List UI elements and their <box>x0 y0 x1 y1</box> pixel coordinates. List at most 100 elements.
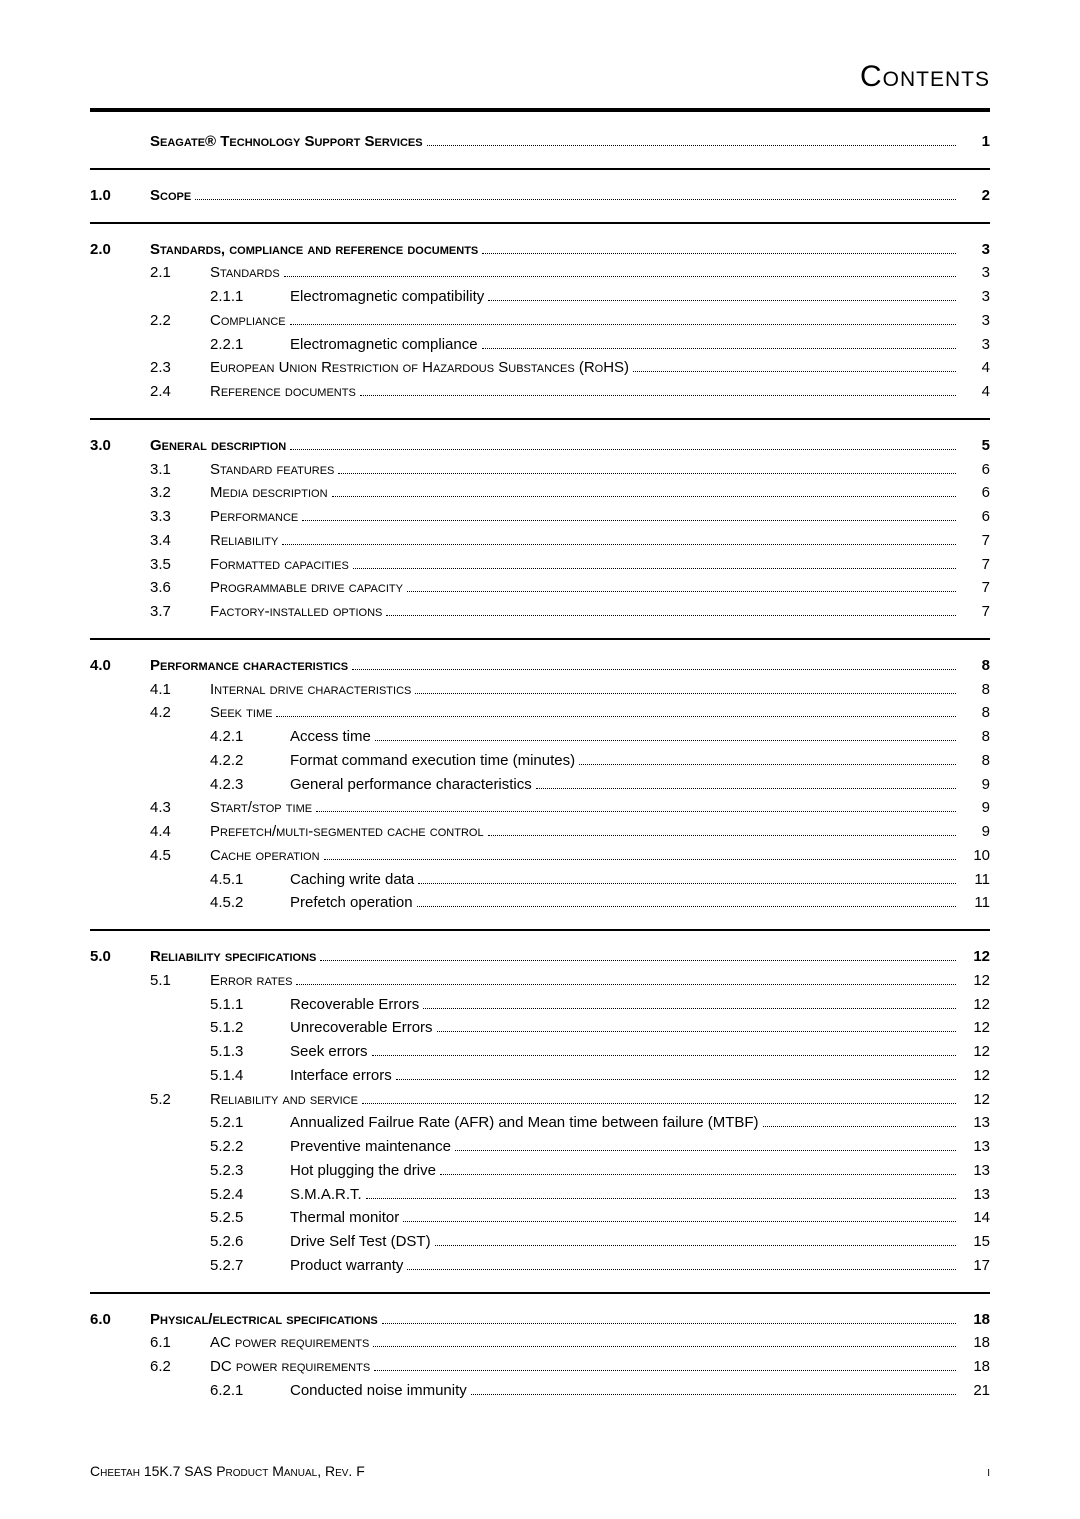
toc-label-wrap: Recoverable Errors <box>290 994 960 1016</box>
toc-row: 1.0Scope2 <box>90 184 990 208</box>
toc-page: 17 <box>960 1255 990 1277</box>
toc-row: 5.2.1Annualized Failrue Rate (AFR) and M… <box>90 1111 990 1135</box>
toc-row: 3.5Formatted capacities7 <box>90 553 990 577</box>
toc-row: 5.1.3Seek errors12 <box>90 1040 990 1064</box>
toc-page: 8 <box>960 750 990 772</box>
toc-number: 5.1 <box>150 970 210 992</box>
page-footer: Cheetah 15K.7 SAS Product Manual, Rev. F… <box>90 1463 990 1479</box>
toc-row: 5.1.2Unrecoverable Errors12 <box>90 1016 990 1040</box>
toc-label-wrap: Access time <box>290 726 960 748</box>
toc-leader <box>282 544 956 545</box>
toc-row: 2.4Reference documents4 <box>90 380 990 404</box>
toc-label-wrap: Format command execution time (minutes) <box>290 750 960 772</box>
toc-number: 4.5.1 <box>210 869 290 891</box>
toc-label: S.M.A.R.T. <box>290 1184 362 1206</box>
toc-label-wrap: Performance <box>210 506 960 528</box>
toc-page: 7 <box>960 530 990 552</box>
toc-row: 6.2.1Conducted noise immunity 21 <box>90 1379 990 1403</box>
toc-row: 3.7Factory-installed options7 <box>90 600 990 624</box>
toc-row: 4.2Seek time8 <box>90 701 990 725</box>
toc-label-wrap: S.M.A.R.T. <box>290 1184 960 1206</box>
toc-label: Factory-installed options <box>210 601 382 623</box>
toc-number: 5.2.6 <box>210 1231 290 1253</box>
toc-number: 2.1 <box>150 262 210 284</box>
toc-label: Standard features <box>210 459 334 481</box>
toc-number: 6.2.1 <box>210 1380 290 1402</box>
toc-row: 3.6Programmable drive capacity 7 <box>90 576 990 600</box>
toc-row: 6.1AC power requirements18 <box>90 1331 990 1355</box>
toc-label: Hot plugging the drive <box>290 1160 436 1182</box>
toc-page: 7 <box>960 577 990 599</box>
toc-leader <box>427 145 956 146</box>
toc-row: 5.1Error rates12 <box>90 969 990 993</box>
toc-leader <box>423 1008 956 1009</box>
toc-label: Cache operation <box>210 845 320 867</box>
page-container: Contents Seagate® Technology Support Ser… <box>0 0 1080 1519</box>
toc-row: 4.5.2Prefetch operation11 <box>90 891 990 915</box>
toc-row: 5.1.4Interface errors 12 <box>90 1064 990 1088</box>
toc-label-wrap: Electromagnetic compatibility <box>290 286 960 308</box>
toc-leader <box>320 960 956 961</box>
toc-row: 3.2Media description6 <box>90 481 990 505</box>
toc-label-wrap: Error rates <box>210 970 960 992</box>
toc-label: General description <box>150 435 286 457</box>
toc-leader <box>488 835 956 836</box>
toc-label-wrap: Prefetch/multi-segmented cache control <box>210 821 960 843</box>
toc-row: 4.2.1Access time8 <box>90 725 990 749</box>
toc-label-wrap: Internal drive characteristics <box>210 679 960 701</box>
toc-label: Conducted noise immunity <box>290 1380 467 1402</box>
toc-page: 3 <box>960 310 990 332</box>
toc-page: 4 <box>960 381 990 403</box>
toc-row: 2.0Standards, compliance and reference d… <box>90 238 990 262</box>
toc-number: 5.0 <box>90 946 150 968</box>
toc-number: 5.2.5 <box>210 1207 290 1229</box>
toc-label: Product warranty <box>290 1255 403 1277</box>
toc-number: 3.7 <box>150 601 210 623</box>
toc-number: 5.2 <box>150 1089 210 1111</box>
toc-leader <box>415 693 956 694</box>
toc-label: Error rates <box>210 970 292 992</box>
toc-label: General performance characteristics <box>290 774 532 796</box>
toc-row: 2.3European Union Restriction of Hazardo… <box>90 356 990 380</box>
toc-label-wrap: Seagate® Technology Support Services <box>150 131 960 153</box>
toc-label-wrap: Standards, compliance and reference docu… <box>150 239 960 261</box>
toc-row: 6.0Physical/electrical specifications18 <box>90 1308 990 1332</box>
toc-page: 21 <box>960 1380 990 1402</box>
toc-leader <box>338 473 956 474</box>
toc-number: 5.1.4 <box>210 1065 290 1087</box>
page-title: Contents <box>90 60 990 94</box>
toc-row: 4.0Performance characteristics8 <box>90 654 990 678</box>
toc-page: 6 <box>960 482 990 504</box>
toc-label-wrap: Hot plugging the drive <box>290 1160 960 1182</box>
toc-row: 5.2.5Thermal monitor14 <box>90 1206 990 1230</box>
toc-label: Unrecoverable Errors <box>290 1017 433 1039</box>
toc-number: 3.6 <box>150 577 210 599</box>
toc-label-wrap: Cache operation <box>210 845 960 867</box>
toc-label-wrap: Thermal monitor <box>290 1207 960 1229</box>
toc-leader <box>435 1245 956 1246</box>
toc-label: Interface errors <box>290 1065 392 1087</box>
toc-label: Programmable drive capacity <box>210 577 403 599</box>
toc-row: 5.2.3Hot plugging the drive13 <box>90 1159 990 1183</box>
toc-page: 12 <box>960 1065 990 1087</box>
toc-leader <box>382 1323 956 1324</box>
toc-label-wrap: Start/stop time <box>210 797 960 819</box>
toc-leader <box>352 669 956 670</box>
toc-label-wrap: Physical/electrical specifications <box>150 1309 960 1331</box>
toc-leader <box>296 984 956 985</box>
toc-label: Start/stop time <box>210 797 312 819</box>
toc-label-wrap: Interface errors <box>290 1065 960 1087</box>
toc-leader <box>360 395 956 396</box>
toc-label-wrap: Factory-installed options <box>210 601 960 623</box>
toc-label-wrap: Caching write data <box>290 869 960 891</box>
toc-page: 11 <box>960 892 990 914</box>
toc-leader <box>375 740 956 741</box>
toc-row: 4.3Start/stop time9 <box>90 796 990 820</box>
toc-label: Compliance <box>210 310 286 332</box>
toc-number: 6.0 <box>90 1309 150 1331</box>
toc-page: 12 <box>960 994 990 1016</box>
toc-leader <box>362 1103 956 1104</box>
toc-row: 5.2Reliability and service12 <box>90 1088 990 1112</box>
toc-number: 2.0 <box>90 239 150 261</box>
toc-leader <box>332 496 956 497</box>
